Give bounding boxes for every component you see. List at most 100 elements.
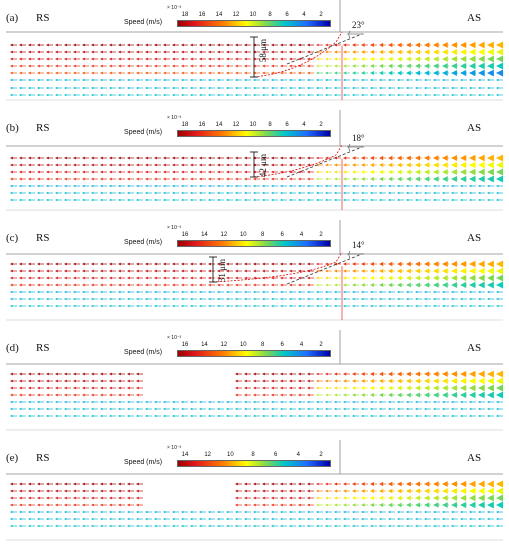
velocity-arrow [91,379,94,383]
velocity-arrow [55,482,58,486]
velocity-arrow [154,57,157,61]
velocity-arrow [442,371,448,377]
velocity-arrow [379,268,384,274]
velocity-arrow [487,414,490,418]
velocity-arrow [64,393,67,397]
velocity-arrow [37,496,40,500]
velocity-arrow [172,407,175,411]
velocity-arrow [181,198,184,202]
velocity-arrow [181,414,184,418]
velocity-arrow [262,524,265,528]
velocity-arrow [424,392,430,398]
velocity-arrow [37,57,40,61]
velocity-arrow [406,392,411,398]
velocity-arrow [406,261,411,267]
velocity-arrow [289,503,292,507]
velocity-arrow [55,184,58,188]
velocity-arrow [244,43,247,47]
velocity-arrow [235,304,238,308]
as-label: AS [467,452,482,464]
velocity-arrow [172,71,175,75]
velocity-arrow [73,510,76,514]
velocity-arrow [460,48,467,56]
velocity-arrow [91,489,94,493]
velocity-arrow [325,503,328,507]
velocity-arrow [208,93,211,97]
velocity-arrow [271,163,274,167]
velocity-arrow [100,93,103,97]
velocity-arrow [289,379,292,383]
velocity-arrow [127,78,130,82]
velocity-arrow [370,496,374,500]
velocity-arrow [145,297,148,301]
velocity-arrow [37,304,40,308]
velocity-arrow [280,43,283,47]
velocity-arrow [298,386,301,390]
velocity-arrow [172,290,175,294]
velocity-arrow [136,184,139,188]
velocity-arrow [343,372,347,376]
velocity-arrow [316,393,319,397]
velocity-arrow [343,489,347,493]
velocity-arrow [379,481,384,487]
velocity-arrow [82,93,85,97]
velocity-arrow [10,393,13,397]
velocity-arrow [217,78,220,82]
velocity-arrow [280,191,283,195]
velocity-arrow [307,64,310,68]
velocity-arrow [208,283,211,287]
velocity-arrow [298,407,301,411]
velocity-arrow [199,407,202,411]
velocity-arrow [55,269,58,273]
velocity-arrow [262,414,265,418]
velocity-arrow [334,276,338,280]
velocity-arrow [199,276,202,280]
velocity-arrow [136,50,139,54]
velocity-arrow [64,400,67,404]
velocity-arrow [100,414,103,418]
velocity-arrow [64,43,67,47]
velocity-arrow [19,170,22,174]
velocity-arrow [361,86,364,90]
velocity-arrow [469,86,472,90]
velocity-arrow [91,517,94,521]
velocity-arrow [55,496,58,500]
velocity-arrow [361,482,365,486]
velocity-arrow [451,70,457,76]
velocity-arrow [370,503,374,507]
velocity-arrow [406,93,409,97]
velocity-arrow [46,283,49,287]
velocity-arrow [370,170,374,174]
velocity-arrow [478,267,485,275]
velocity-arrow [64,156,67,160]
velocity-arrow [262,78,265,82]
velocity-arrow [19,276,22,280]
colorbar-exponent: × 10⁻³ [167,115,182,121]
velocity-arrow [289,297,292,301]
velocity-arrow [136,482,139,486]
velocity-arrow [46,496,49,500]
velocity-arrow [100,262,103,266]
velocity-field [6,110,504,211]
velocity-arrow [28,482,31,486]
velocity-arrow [325,78,328,82]
velocity-arrow [226,43,229,47]
velocity-arrow [388,385,393,391]
velocity-arrow [370,57,374,61]
velocity-arrow [190,276,193,280]
velocity-arrow [262,496,265,500]
velocity-arrow [370,297,373,301]
velocity-arrow [460,78,463,82]
velocity-arrow [415,42,421,48]
velocity-arrow [469,501,476,509]
velocity-arrow [334,393,338,397]
velocity-arrow [235,269,238,273]
velocity-arrow [253,482,256,486]
velocity-arrow [361,393,365,397]
velocity-arrow [91,43,94,47]
velocity-arrow [352,71,356,75]
velocity-arrow [244,297,247,301]
velocity-arrow [55,50,58,54]
velocity-arrow [316,276,319,280]
velocity-arrow [163,400,166,404]
